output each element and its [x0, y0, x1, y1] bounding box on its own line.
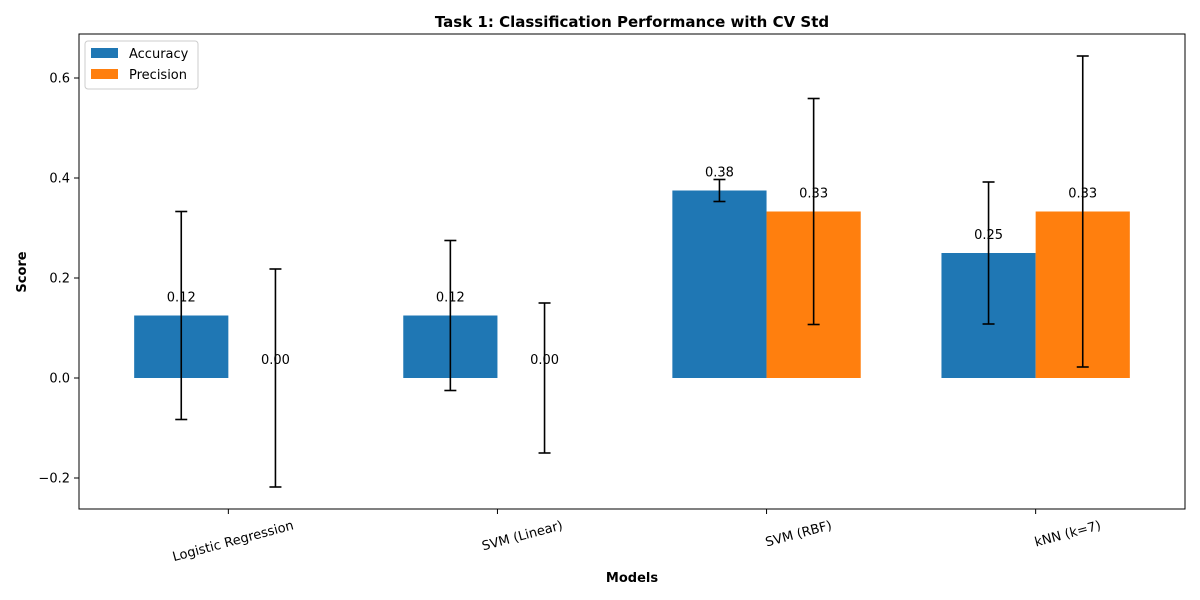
y-tick-label: 0.6 — [49, 72, 70, 87]
data-labels-layer: 0.12 0.12 0.38 0.25 0.00 0.00 0.33 0.33 — [167, 166, 1097, 369]
error-bar-precision-1 — [538, 302, 551, 454]
error-bar-accuracy-0 — [175, 210, 188, 421]
error-bar-precision-2 — [807, 97, 820, 326]
x-tick-label: kNN (k=7) — [1033, 518, 1103, 550]
x-axis: Logistic Regression SVM (Linear) SVM (RBF)… — [171, 509, 1103, 565]
data-label-precision-0: 0.00 — [261, 353, 290, 368]
y-tick-label: 0.4 — [49, 172, 70, 187]
error-bar-accuracy-2 — [713, 178, 726, 203]
error-bars-layer — [175, 55, 1089, 488]
data-label-accuracy-2: 0.38 — [705, 166, 734, 181]
data-label-precision-1: 0.00 — [530, 353, 559, 368]
plot-frame — [78, 33, 1186, 510]
data-label-precision-3: 0.33 — [1068, 187, 1097, 202]
y-axis: −0.2 0.0 0.2 0.4 0.6 — [38, 72, 79, 487]
legend-label-accuracy: Accuracy — [129, 47, 189, 62]
error-bar-accuracy-3 — [982, 181, 995, 325]
legend: Accuracy Precision — [84, 40, 199, 90]
y-tick-label: 0.0 — [49, 372, 70, 387]
y-tick-label: 0.2 — [49, 272, 70, 287]
bars-layer — [134, 190, 1130, 378]
x-axis-title: Models — [606, 571, 658, 586]
legend-swatch-accuracy — [91, 48, 118, 58]
x-tick-label: SVM (Linear) — [480, 518, 564, 554]
chart-title: Task 1: Classification Performance with … — [435, 13, 829, 31]
legend-label-precision: Precision — [129, 68, 187, 83]
y-axis-title: Score — [15, 251, 30, 292]
error-bar-precision-3 — [1076, 55, 1089, 368]
error-bar-accuracy-1 — [444, 239, 457, 392]
data-label-accuracy-3: 0.25 — [974, 228, 1003, 243]
data-label-precision-2: 0.33 — [799, 187, 828, 202]
data-label-accuracy-1: 0.12 — [436, 291, 465, 306]
x-tick-label: SVM (RBF) — [764, 518, 834, 550]
error-bar-precision-0 — [269, 268, 282, 488]
x-tick-label: Logistic Regression — [171, 518, 295, 565]
legend-swatch-precision — [91, 69, 118, 79]
y-tick-label: −0.2 — [38, 472, 70, 487]
data-label-accuracy-0: 0.12 — [167, 291, 196, 306]
bar-accuracy-2 — [672, 190, 767, 378]
